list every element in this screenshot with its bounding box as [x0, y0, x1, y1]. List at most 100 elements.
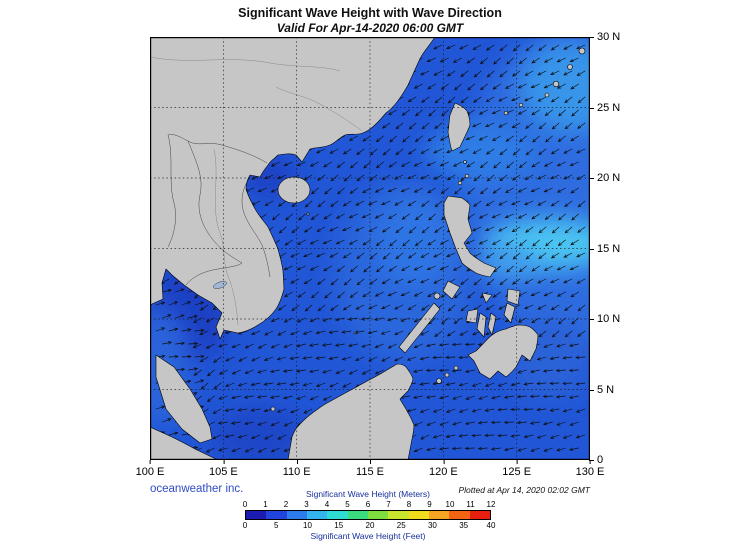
island-palawan — [398, 302, 441, 354]
shading-ne-corner-light — [520, 42, 590, 132]
island-calamian — [433, 292, 441, 300]
figure-header: Significant Wave Height with Wave Direct… — [150, 6, 590, 35]
meter-tick: 8 — [406, 500, 412, 509]
island-masbate — [481, 292, 493, 304]
colorbar-segment — [428, 511, 450, 519]
lat-tick: 5 N — [588, 383, 615, 396]
wave-map-container — [150, 37, 590, 460]
figure-valid-time: Valid For Apr-14-2020 06:00 GMT — [276, 21, 464, 35]
shading-scs-bright — [375, 197, 455, 287]
island-panay — [465, 308, 479, 324]
feet-tick: 30 — [427, 521, 437, 530]
meter-tick: 12 — [486, 500, 496, 509]
island-ryukyu-1 — [578, 47, 586, 55]
island-ryukyu-2 — [567, 64, 573, 70]
colorbar-segment — [449, 511, 470, 519]
latitude-axis: 30 N 25 N 20 N 15 N 10 N 5 N 0 — [588, 31, 642, 466]
meter-tick: 5 — [345, 500, 350, 509]
feet-tick: 5 — [274, 521, 279, 530]
colorbar-feet-ticks: 0 5 10 15 20 25 30 35 40 — [242, 521, 496, 531]
colorbar-feet-label: Significant Wave Height (Feet) — [310, 531, 426, 541]
border-thailand-myanmar — [167, 134, 176, 248]
colorbar-segment — [246, 511, 267, 519]
colorbar-meter-ticks: 0 1 2 3 4 5 6 7 8 9 10 11 12 — [243, 500, 496, 510]
plotted-timestamp: Plotted at Apr 14, 2020 02:02 GMT — [458, 485, 590, 495]
island-hainan — [277, 176, 311, 204]
lon-tick: 115 E — [356, 460, 384, 478]
feet-tick: 10 — [303, 521, 312, 530]
island-spratly — [353, 331, 357, 335]
land-sumatra — [150, 426, 219, 460]
graticule — [150, 37, 590, 460]
island-babuyan-1 — [457, 180, 463, 186]
colorbar-segment — [367, 511, 389, 519]
island-sulu-1 — [453, 365, 459, 371]
wave-map — [150, 37, 590, 460]
island-paracel — [306, 212, 310, 216]
island-samar — [506, 288, 521, 306]
colorbar-segment — [388, 511, 409, 519]
land-malay-peninsula — [155, 354, 213, 444]
landmasses — [150, 37, 586, 460]
feet-tick: 0 — [242, 521, 248, 530]
lon-tick: 105 E — [208, 460, 238, 478]
colorbar-gradient — [245, 510, 491, 520]
meter-tick: 9 — [427, 500, 432, 509]
river-pearl — [275, 86, 363, 132]
feet-tick: 20 — [365, 521, 375, 530]
colorbar-segment — [469, 511, 490, 519]
colorbar-segment — [286, 511, 307, 519]
meter-tick: 10 — [445, 500, 455, 509]
lat-tick: 15 N — [588, 242, 621, 255]
border-vietnam-laos — [241, 176, 271, 278]
island-babuyan-2 — [464, 173, 470, 179]
island-sulu-2 — [444, 372, 450, 378]
land-asia-mainland — [150, 37, 436, 340]
meter-tick: 3 — [304, 500, 309, 509]
island-mindoro — [442, 280, 461, 300]
lat-tick: 10 N — [588, 313, 621, 325]
island-ryukyu-3 — [544, 92, 550, 98]
shading-luzon-strait-light — [425, 124, 535, 180]
colorbar-segment — [408, 511, 429, 519]
colorbar-segment — [327, 511, 348, 519]
island-ishigaki — [503, 110, 509, 116]
island-sulu-3 — [436, 378, 442, 384]
border-cambodia-thailand — [185, 262, 243, 286]
colorbar-meters-label: Significant Wave Height (Meters) — [306, 489, 430, 499]
lon-tick: 130 E — [575, 460, 605, 478]
border-thailand-laos — [187, 140, 243, 264]
meter-tick: 1 — [263, 500, 268, 509]
island-okinawa — [552, 80, 560, 88]
river-mekong — [213, 148, 239, 326]
lon-tick: 120 E — [428, 460, 458, 478]
island-luzon — [443, 195, 497, 278]
colorbar-segment — [347, 511, 368, 519]
lat-tick: 25 N — [588, 101, 621, 114]
map-frame — [150, 37, 590, 460]
island-mindanao — [467, 324, 539, 380]
river-yangtze — [150, 56, 341, 72]
feet-tick: 15 — [334, 521, 344, 530]
colorbar-segment — [266, 511, 287, 519]
island-miyako — [518, 102, 524, 108]
feet-tick: 35 — [459, 521, 469, 530]
colorbar-segment — [306, 511, 328, 519]
lat-tick: 20 N — [588, 172, 621, 184]
lon-tick: 100 E — [135, 460, 165, 478]
meter-tick: 4 — [324, 500, 330, 509]
island-natuna — [270, 406, 276, 412]
lat-tick: 30 N — [588, 31, 621, 43]
feet-tick: 25 — [396, 521, 406, 530]
border-china-indochina — [167, 134, 268, 164]
island-taiwan — [447, 102, 471, 152]
lon-tick: 110 E — [282, 460, 311, 478]
island-batanes — [463, 160, 467, 164]
lon-tick: 125 E — [502, 460, 532, 478]
meter-tick: 11 — [466, 500, 475, 509]
meter-tick: 7 — [386, 500, 391, 509]
shading-karimata-dark — [210, 407, 310, 460]
figure-title: Significant Wave Height with Wave Direct… — [238, 6, 502, 20]
meter-tick: 2 — [283, 500, 289, 509]
